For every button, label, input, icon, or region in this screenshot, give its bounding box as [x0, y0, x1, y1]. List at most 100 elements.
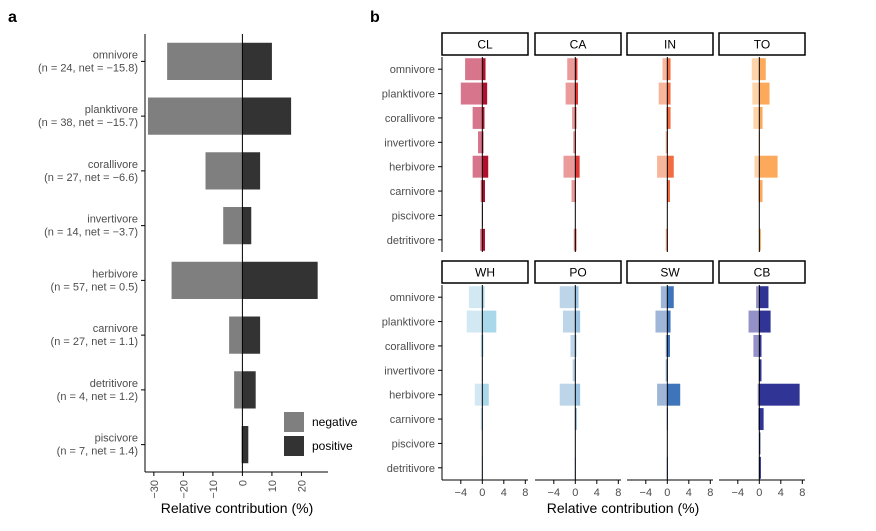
panel-a-xtick-label: −30 — [149, 480, 161, 499]
facet-bar-negative-SW-invertivore — [665, 359, 668, 382]
panel-a-category-label: corallivore — [88, 159, 138, 171]
facet-bar-positive-TO-detritivore — [759, 228, 761, 251]
panel-a-category-label: carnivore — [93, 323, 138, 335]
facet-xtick-label: −4 — [732, 487, 745, 499]
facet-xtick-label: 0 — [479, 487, 485, 499]
facet-bar-positive-IN-planktivore — [667, 82, 671, 105]
facet-category-label: omnivore — [390, 64, 435, 76]
panel-a-category-stats: (n = 38, net = −15.7) — [38, 117, 138, 129]
panel-a-label: a — [8, 9, 17, 26]
facet-bar-positive-CA-omnivore — [575, 58, 578, 81]
facet-bar-negative-CA-invertivore — [573, 131, 576, 154]
facet-bar-positive-PO-herbivore — [575, 383, 581, 406]
facet-bar-negative-IN-detritivore — [665, 228, 668, 251]
facet-category-label: omnivore — [390, 292, 435, 304]
facet-strip-label: PO — [569, 266, 586, 280]
panel-b-label: b — [370, 9, 380, 26]
legend-positive-label: positive — [312, 439, 353, 453]
facet-bar-negative-CA-planktivore — [565, 82, 576, 105]
facet-strip-IN — [626, 32, 714, 56]
facet-bar-positive-TO-carnivore — [759, 180, 763, 203]
facet-bar-negative-CA-carnivore — [571, 180, 576, 203]
panel-a-bar-negative-corallivore — [205, 152, 243, 190]
panel-a-xtick-label: 20 — [296, 480, 308, 492]
facet-strip-label: TO — [754, 38, 770, 52]
panel-a-bar-negative-planktivore — [147, 97, 243, 135]
facet-bar-positive-SW-corallivore — [667, 334, 670, 357]
facet-category-label: carnivore — [390, 414, 435, 426]
facet-bar-positive-CA-herbivore — [575, 155, 580, 178]
facet-category-label: carnivore — [390, 186, 435, 198]
facet-bar-positive-CB-carnivore — [759, 408, 764, 431]
facet-bar-negative-PO-invertivore — [572, 359, 576, 382]
panel-a-bar-positive-corallivore — [242, 152, 261, 190]
panel-a-category-label: planktivore — [85, 104, 138, 116]
facet-bar-negative-IN-planktivore — [658, 82, 668, 105]
facet-bar-negative-CA-detritivore — [573, 228, 576, 251]
facet-bar-negative-TO-carnivore — [758, 180, 760, 203]
facet-bar-positive-CB-invertivore — [759, 359, 762, 382]
facet-bar-negative-TO-omnivore — [751, 58, 760, 81]
panel-a-bar-positive-herbivore — [242, 261, 318, 299]
facet-bar-positive-WH-corallivore — [482, 334, 484, 357]
facet-bar-negative-SW-herbivore — [657, 383, 668, 406]
panel-a-category-stats: (n = 27, net = 1.1) — [51, 336, 138, 348]
facet-bar-negative-CL-carnivore — [480, 180, 483, 203]
facet-xtick-label: 4 — [594, 487, 600, 499]
facet-bar-positive-CA-corallivore — [575, 106, 577, 129]
facet-bar-negative-PO-herbivore — [559, 383, 576, 406]
panel-a-bar-positive-omnivore — [242, 42, 272, 80]
facet-xtick-label: −4 — [548, 487, 561, 499]
facet-bar-negative-CA-corallivore — [572, 106, 576, 129]
facet-bar-positive-CL-corallivore — [482, 106, 485, 129]
facet-xtick-label: 8 — [799, 487, 805, 499]
facet-bar-negative-IN-herbivore — [657, 155, 668, 178]
facet-bar-positive-WH-herbivore — [482, 383, 489, 406]
facet-bar-positive-TO-planktivore — [759, 82, 770, 105]
facet-bar-positive-CB-corallivore — [759, 334, 762, 357]
panel-a-bar-negative-herbivore — [171, 261, 243, 299]
facet-strip-label: CB — [754, 266, 771, 280]
panel-a-category-stats: (n = 24, net = −15.8) — [38, 62, 138, 74]
facet-bar-positive-CA-planktivore — [575, 82, 578, 105]
legend-negative-label: negative — [312, 415, 358, 429]
panel-b-chart: CL omnivore planktivore corallivore invertiv… — [382, 32, 806, 499]
facet-xtick-label: 4 — [778, 487, 784, 499]
facet-bar-positive-TO-omnivore — [759, 58, 766, 81]
facet-bar-positive-PO-omnivore — [575, 286, 579, 309]
facet-bar-negative-CA-omnivore — [567, 58, 576, 81]
facet-xtick-label: 0 — [756, 487, 762, 499]
facet-bar-negative-PO-omnivore — [559, 286, 576, 309]
facet-bar-negative-CB-omnivore — [756, 286, 760, 309]
facet-bar-positive-WH-planktivore — [482, 310, 497, 333]
facet-strip-label: CL — [477, 38, 493, 52]
facet-bar-negative-CB-herbivore — [757, 383, 760, 406]
legend-negative-swatch — [284, 412, 304, 432]
facet-bar-positive-TO-corallivore — [759, 106, 763, 129]
facet-bar-positive-PO-carnivore — [575, 408, 577, 431]
facet-bar-negative-CB-planktivore — [748, 310, 760, 333]
facet-bar-positive-SW-planktivore — [667, 310, 671, 333]
facet-bar-positive-CL-planktivore — [482, 82, 488, 105]
facet-bar-negative-CB-carnivore — [758, 408, 760, 431]
facet-bar-negative-CL-corallivore — [472, 106, 483, 129]
facet-bar-positive-SW-herbivore — [667, 383, 681, 406]
panel-a-category-label: piscivore — [95, 433, 138, 445]
facet-bar-negative-CL-planktivore — [460, 82, 483, 105]
facet-xtick-label: 8 — [707, 487, 713, 499]
facet-bar-negative-CL-herbivore — [472, 155, 483, 178]
facet-category-label: herbivore — [389, 390, 435, 402]
facet-xtick-label: 4 — [501, 487, 507, 499]
panel-a-category-stats: (n = 7, net = 1.4) — [57, 446, 138, 458]
facet-xtick-label: 4 — [686, 487, 692, 499]
facet-category-label: herbivore — [389, 162, 435, 174]
facet-bar-positive-CL-carnivore — [482, 180, 485, 203]
facet-bar-positive-CB-omnivore — [759, 286, 769, 309]
facet-strip-label: IN — [664, 38, 676, 52]
facet-category-label: planktivore — [382, 317, 435, 329]
panel-a-bar-negative-invertivore — [223, 207, 243, 245]
facet-bar-negative-CA-herbivore — [563, 155, 576, 178]
facet-bar-negative-SW-planktivore — [655, 310, 668, 333]
panel-a-xtick-label: −20 — [178, 480, 190, 499]
facet-xtick-label: 0 — [572, 487, 578, 499]
